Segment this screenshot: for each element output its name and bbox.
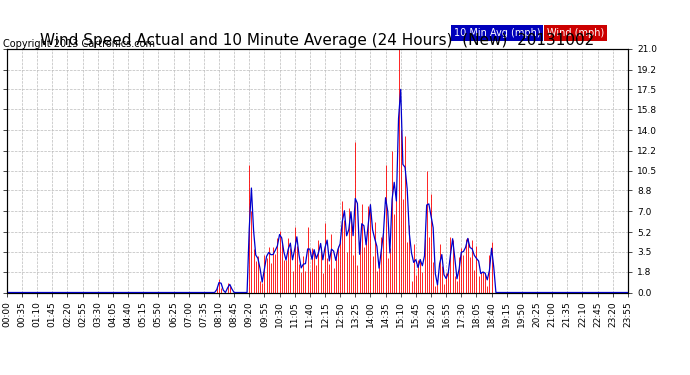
- Title: Wind Speed Actual and 10 Minute Average (24 Hours)  (New)  20131002: Wind Speed Actual and 10 Minute Average …: [40, 33, 595, 48]
- Text: Wind (mph): Wind (mph): [547, 28, 604, 38]
- Text: 10 Min Avg (mph): 10 Min Avg (mph): [454, 28, 541, 38]
- Text: Copyright 2013 Cartronics.com: Copyright 2013 Cartronics.com: [3, 39, 155, 50]
